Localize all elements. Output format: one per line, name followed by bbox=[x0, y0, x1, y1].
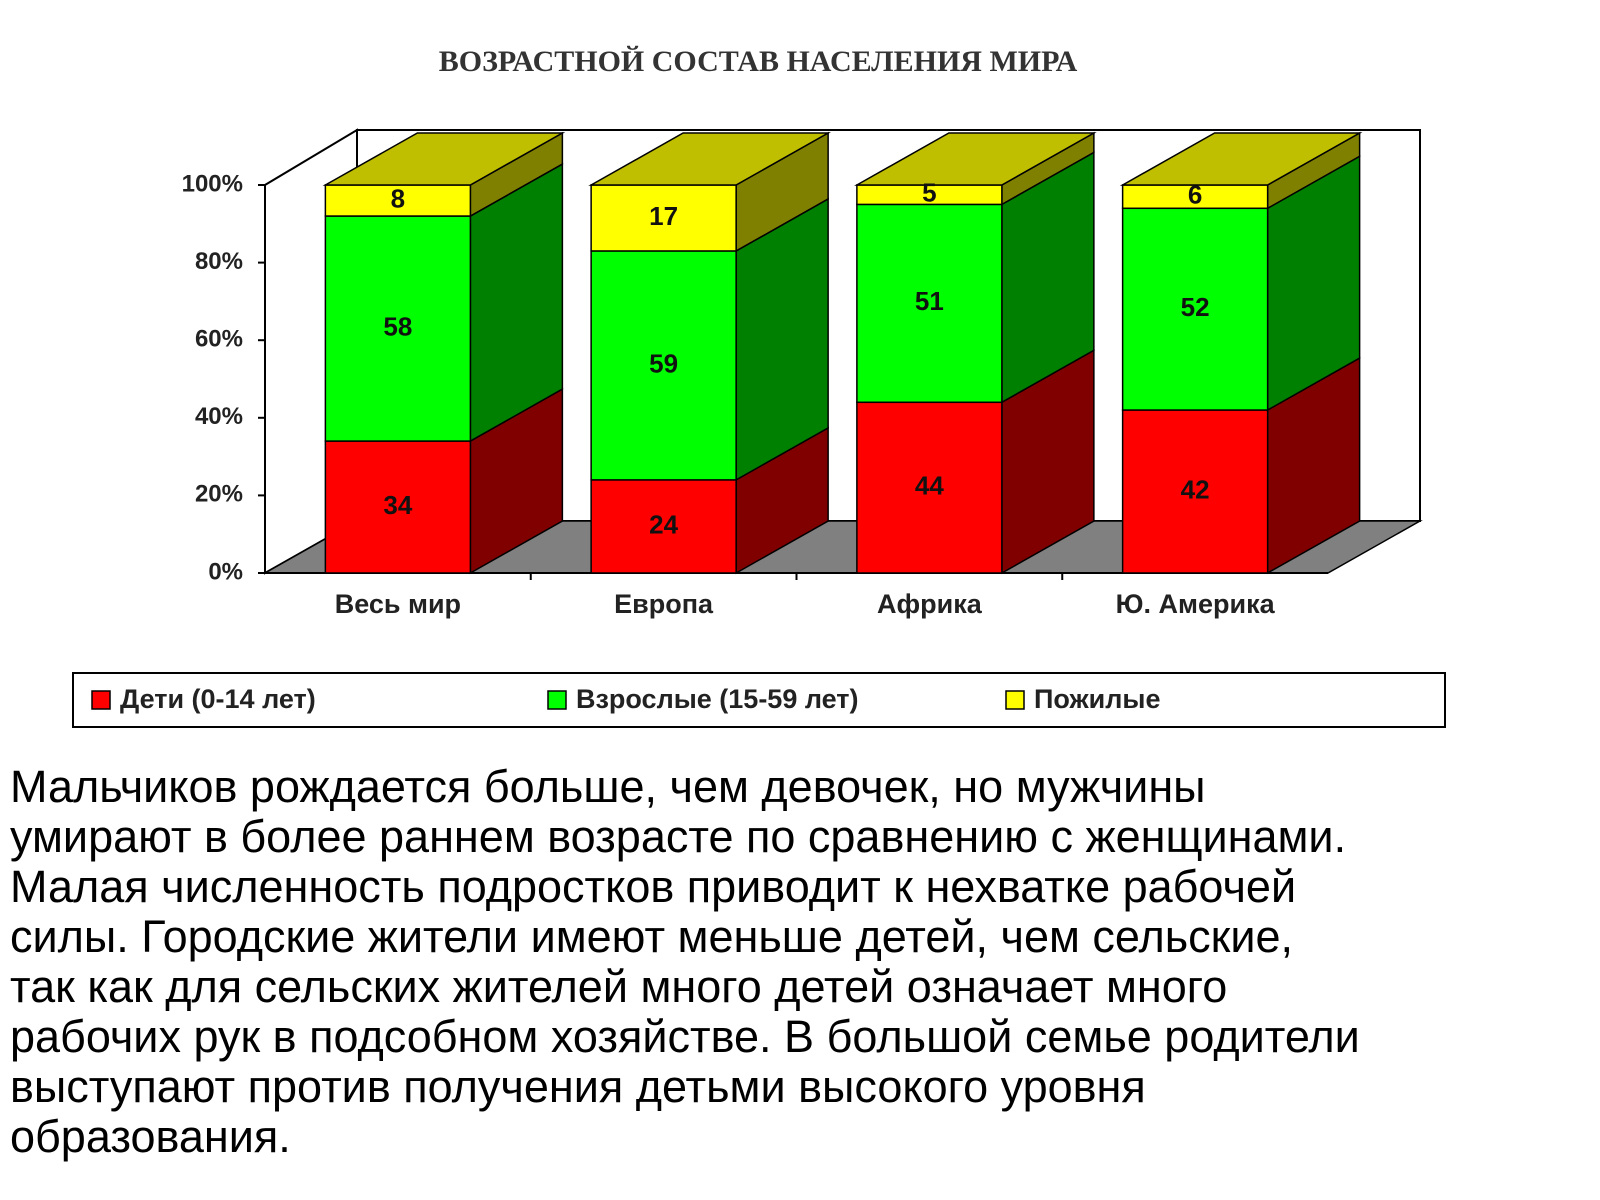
data-label: 52 bbox=[1181, 292, 1210, 322]
legend-label: Пожилые bbox=[1034, 684, 1161, 714]
paragraph-line: выступают против получения детьми высоко… bbox=[10, 1061, 1146, 1112]
bar bbox=[856, 401, 1003, 574]
data-label: 17 bbox=[649, 201, 678, 231]
x-tick-label: Ю. Америка bbox=[1116, 589, 1276, 619]
bar bbox=[1121, 207, 1269, 411]
legend-swatch bbox=[91, 690, 111, 710]
data-label: 58 bbox=[383, 311, 412, 341]
x-tick-label: Европа bbox=[614, 589, 714, 619]
y-tick-label: 60% bbox=[195, 326, 243, 353]
legend-swatch bbox=[547, 690, 567, 710]
legend-label: Дети (0-14 лет) bbox=[120, 684, 316, 714]
paragraph-line: так как для сельских жителей много детей… bbox=[10, 961, 1228, 1012]
bar bbox=[324, 440, 472, 574]
paragraph-line: рабочих рук в подсобном хозяйстве. В бол… bbox=[10, 1011, 1360, 1062]
data-label: 34 bbox=[383, 490, 412, 520]
bar bbox=[1121, 409, 1269, 574]
chart: ВОЗРАСТНОЙ СОСТАВ НАСЕЛЕНИЯ МИРА 0% 20% 40… bbox=[72, 45, 1446, 728]
data-label: 42 bbox=[1181, 474, 1210, 504]
bar bbox=[590, 184, 737, 252]
paragraph: Мальчиков рождается больше, чем девочек,… bbox=[10, 762, 1600, 1162]
paragraph-line: умирают в более раннем возрасте по сравн… bbox=[10, 811, 1347, 862]
data-label: 59 bbox=[649, 348, 678, 378]
data-label: 8 bbox=[391, 183, 405, 213]
legend-box bbox=[72, 672, 1446, 728]
bar bbox=[590, 479, 737, 574]
data-label: 5 bbox=[922, 178, 936, 208]
data-label: 44 bbox=[915, 471, 944, 501]
y-tick-label: 20% bbox=[195, 481, 243, 508]
y-tick-label: 0% bbox=[208, 558, 243, 585]
data-label: 51 bbox=[915, 286, 944, 316]
legend-swatch bbox=[1005, 690, 1025, 710]
x-tick-label: Африка bbox=[877, 589, 983, 619]
legend-label: Взрослые (15-59 лет) bbox=[576, 684, 859, 714]
y-tick-label: 80% bbox=[195, 248, 243, 275]
paragraph-line: Мальчиков рождается больше, чем девочек,… bbox=[10, 762, 1206, 812]
y-tick-label: 100% bbox=[182, 170, 243, 197]
bar bbox=[856, 203, 1003, 404]
paragraph-line: образования. bbox=[10, 1111, 291, 1162]
x-tick-label: Весь мир bbox=[335, 589, 461, 619]
bar-top bbox=[588, 132, 831, 186]
data-label: 24 bbox=[649, 509, 678, 539]
bar bbox=[324, 184, 472, 217]
y-tick-label: 40% bbox=[195, 403, 243, 430]
bar-top bbox=[854, 132, 1097, 186]
chart-title: ВОЗРАСТНОЙ СОСТАВ НАСЕЛЕНИЯ МИРА bbox=[439, 45, 1078, 78]
paragraph-line: силы. Городские жители имеют меньше дете… bbox=[10, 911, 1294, 962]
bar bbox=[324, 215, 472, 442]
data-label: 6 bbox=[1188, 180, 1202, 210]
bar bbox=[590, 250, 737, 481]
paragraph-line: Малая численность подростков приводит к … bbox=[10, 861, 1297, 912]
bar-top bbox=[322, 132, 566, 186]
bar-top bbox=[1119, 132, 1363, 186]
